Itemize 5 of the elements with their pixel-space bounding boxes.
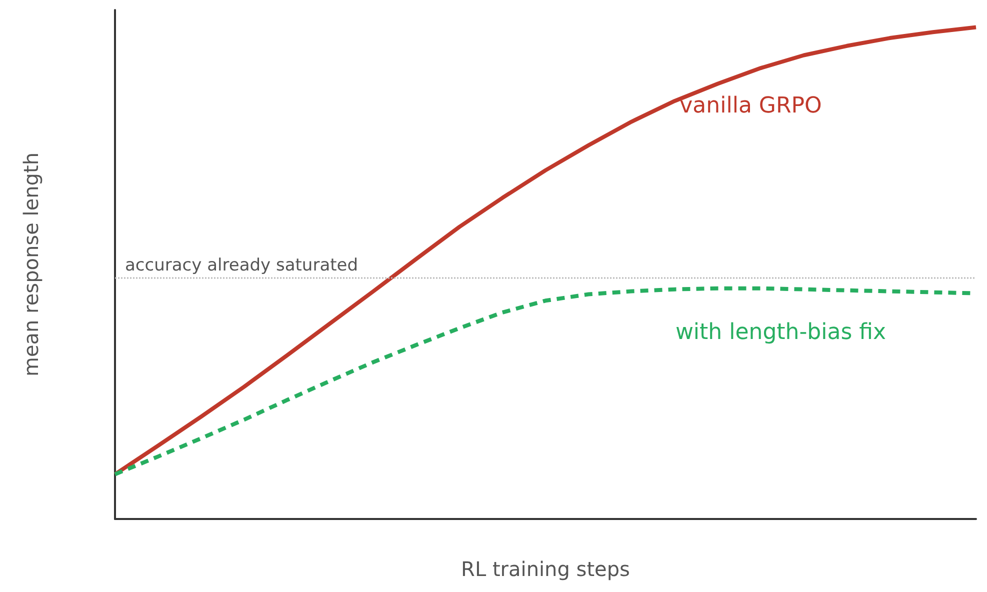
series-label: vanilla GRPO — [680, 94, 822, 119]
x-axis-title: RL training steps — [461, 557, 630, 581]
series-label: with length-bias fix — [675, 320, 886, 345]
ref-line-label: accuracy already saturated — [125, 256, 358, 276]
y-axis-title: mean response length — [19, 152, 43, 377]
